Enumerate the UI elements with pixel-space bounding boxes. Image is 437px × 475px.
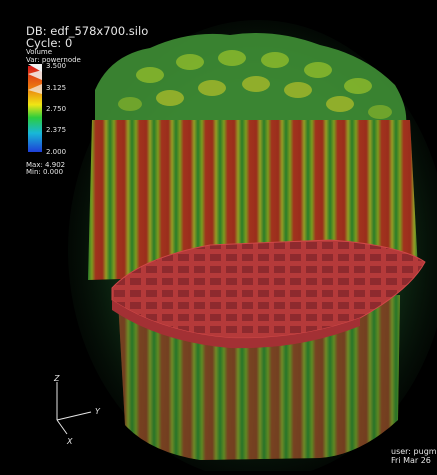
date-label: Fri Mar 26 <box>391 456 431 465</box>
legend-max: Max: 4.902 <box>26 161 66 169</box>
database-label: DB: edf_578x700.silo <box>26 24 149 38</box>
legend-variable: Var: powernode <box>26 56 81 64</box>
legend-tick: 2.375 <box>46 126 67 134</box>
axis-y-label: Y <box>95 407 101 416</box>
legend-plot-type: Volume <box>26 48 53 56</box>
axis-z-label: Z <box>53 374 60 383</box>
user-label: user: pugm <box>391 447 437 456</box>
legend-tick: 2.000 <box>46 148 67 156</box>
axis-triad: Z Y X <box>53 374 101 446</box>
legend-tick: 3.500 <box>46 62 67 70</box>
color-legend-bar <box>28 64 42 152</box>
cycle-label: Cycle: 0 <box>26 36 73 50</box>
legend-tick: 3.125 <box>46 84 67 92</box>
legend-min: Min: 0.000 <box>26 168 64 176</box>
legend-tick: 2.750 <box>46 105 67 113</box>
axis-x-label: X <box>66 437 73 446</box>
